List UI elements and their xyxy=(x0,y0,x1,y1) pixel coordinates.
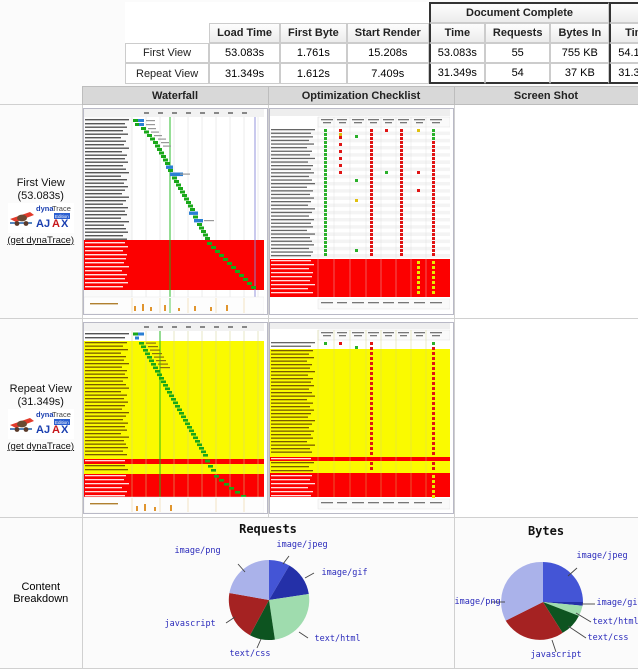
bytes-pie-chart xyxy=(455,518,638,668)
dynatrace-ajax-logo: dyna Trace Edition A J A X xyxy=(8,221,74,233)
bytes-label-javascript: javascript xyxy=(531,650,582,660)
optimization-checklist-thumbnail-first-view[interactable] xyxy=(269,108,454,315)
section-header-optimization-checklist: Optimization Checklist xyxy=(268,87,454,105)
svg-text:A: A xyxy=(52,424,60,436)
col-header-load-time: Load Time xyxy=(209,23,280,43)
first-view-fl-time: 54.172s xyxy=(609,43,638,63)
repeat-view-fl-time: 31.349s xyxy=(609,63,638,84)
svg-text:X: X xyxy=(61,424,69,436)
content-breakdown-label: Content Breakdown xyxy=(13,581,68,605)
group-header-document-complete: Document Complete xyxy=(429,2,609,23)
summary-table-wrapper: Document Complete Fully Loaded Load Time… xyxy=(0,0,638,78)
section-header-screen-shot: Screen Shot xyxy=(454,87,638,105)
summary-column-header-row: Load Time First Byte Start Render Time R… xyxy=(125,23,638,43)
waterfall-thumbnail-repeat-view[interactable] xyxy=(83,322,268,514)
bytes-pie-cell: Bytes xyxy=(454,518,638,669)
first-view-waterfall-cell[interactable] xyxy=(82,105,268,319)
summary-blank-load-time xyxy=(209,2,280,23)
svg-text:J: J xyxy=(44,218,50,230)
repeat-view-waterfall-cell[interactable] xyxy=(82,319,268,518)
first-view-dc-requests: 55 xyxy=(485,43,551,63)
results-row-first-view: First View (53.083s) dyna Trace xyxy=(0,105,638,319)
requests-label-text-html: text/html xyxy=(315,634,361,644)
repeat-view-name: Repeat View xyxy=(2,383,80,396)
bytes-pie-box: Bytes xyxy=(455,518,638,668)
repeat-view-time: (31.349s) xyxy=(2,396,80,409)
results-row-repeat-view: Repeat View (31.349s) dyna Trace Edition xyxy=(0,319,638,518)
requests-label-image-png: image/png xyxy=(175,546,221,556)
results-row-content-breakdown: Content Breakdown Requests xyxy=(0,518,638,669)
repeat-view-dc-time: 31.349s xyxy=(429,63,485,84)
repeat-view-label-cell: Repeat View (31.349s) dyna Trace Edition xyxy=(0,319,82,518)
svg-text:X: X xyxy=(61,218,69,230)
col-header-start-render: Start Render xyxy=(347,23,429,43)
svg-text:A: A xyxy=(52,218,60,230)
bytes-label-text-css: text/css xyxy=(588,633,629,643)
first-view-start-render: 15.208s xyxy=(347,43,429,63)
summary-rowlabel-blank xyxy=(125,23,209,43)
first-view-screenshot-cell[interactable] xyxy=(454,105,638,319)
results-table: Waterfall Optimization Checklist Screen … xyxy=(0,86,638,669)
bytes-label-image-jpeg: image/jpeg xyxy=(577,551,628,561)
col-header-dc-requests: Requests xyxy=(485,23,551,43)
requests-pie-cell: Requests xyxy=(82,518,454,669)
waterfall-thumbnail-first-view[interactable] xyxy=(83,108,268,315)
row-label-repeat-view: Repeat View xyxy=(125,63,209,84)
repeat-view-optimization-cell[interactable] xyxy=(268,319,454,518)
bytes-label-image-png: image/png xyxy=(455,597,501,607)
first-view-optimization-cell[interactable] xyxy=(268,105,454,319)
first-view-load-time: 53.083s xyxy=(209,43,280,63)
results-corner-blank xyxy=(0,87,82,105)
summary-group-header-row: Document Complete Fully Loaded xyxy=(125,2,638,23)
requests-label-text-css: text/css xyxy=(230,649,271,659)
summary-blank-first-byte xyxy=(280,2,347,23)
svg-text:Trace: Trace xyxy=(52,410,71,419)
dynatrace-ajax-logo: dyna Trace Edition A J A X xyxy=(8,427,74,439)
repeat-view-start-render: 7.409s xyxy=(347,63,429,84)
requests-label-image-gif: image/gif xyxy=(322,568,368,578)
svg-text:A: A xyxy=(36,218,44,230)
summary-blank-start-render xyxy=(347,2,429,23)
group-header-fully-loaded: Fully Loaded xyxy=(609,2,638,23)
first-view-dc-bytes-in: 755 KB xyxy=(550,43,609,63)
repeat-view-dc-requests: 54 xyxy=(485,63,551,84)
requests-pie-box: Requests xyxy=(83,518,454,668)
results-header-row: Waterfall Optimization Checklist Screen … xyxy=(0,87,638,105)
summary-table: Document Complete Fully Loaded Load Time… xyxy=(125,2,638,84)
bytes-label-image-gif: image/gif xyxy=(597,598,638,608)
col-header-fl-time: Time xyxy=(609,23,638,43)
first-view-time: (53.083s) xyxy=(2,190,80,203)
content-breakdown-label-cell: Content Breakdown xyxy=(0,518,82,669)
summary-row-repeat-view: Repeat View 31.349s 1.612s 7.409s 31.349… xyxy=(125,63,638,84)
col-header-dc-time: Time xyxy=(429,23,485,43)
section-header-waterfall: Waterfall xyxy=(82,87,268,105)
svg-text:A: A xyxy=(36,424,44,436)
repeat-view-first-byte: 1.612s xyxy=(280,63,347,84)
requests-label-image-jpeg: image/jpeg xyxy=(277,540,328,550)
requests-label-javascript: javascript xyxy=(165,619,216,629)
row-label-first-view: First View xyxy=(125,43,209,63)
svg-text:Trace: Trace xyxy=(52,204,71,213)
first-view-label-cell: First View (53.083s) dyna Trace xyxy=(0,105,82,319)
svg-text:J: J xyxy=(44,424,50,436)
optimization-checklist-thumbnail-repeat-view[interactable] xyxy=(269,322,454,514)
repeat-view-dc-bytes-in: 37 KB xyxy=(550,63,609,84)
first-view-name: First View xyxy=(2,177,80,190)
first-view-first-byte: 1.761s xyxy=(280,43,347,63)
summary-corner-blank xyxy=(125,2,209,23)
summary-row-first-view: First View 53.083s 1.761s 15.208s 53.083… xyxy=(125,43,638,63)
bytes-label-text-html: text/html xyxy=(593,617,638,627)
requests-pie-chart xyxy=(83,518,455,668)
first-view-dc-time: 53.083s xyxy=(429,43,485,63)
col-header-dc-bytes-in: Bytes In xyxy=(550,23,609,43)
webpagetest-results-page: Document Complete Fully Loaded Load Time… xyxy=(0,0,638,653)
get-dynatrace-link[interactable]: (get dynaTrace) xyxy=(2,234,80,247)
col-header-first-byte: First Byte xyxy=(280,23,347,43)
repeat-view-screenshot-cell[interactable] xyxy=(454,319,638,518)
get-dynatrace-link[interactable]: (get dynaTrace) xyxy=(2,440,80,453)
repeat-view-load-time: 31.349s xyxy=(209,63,280,84)
